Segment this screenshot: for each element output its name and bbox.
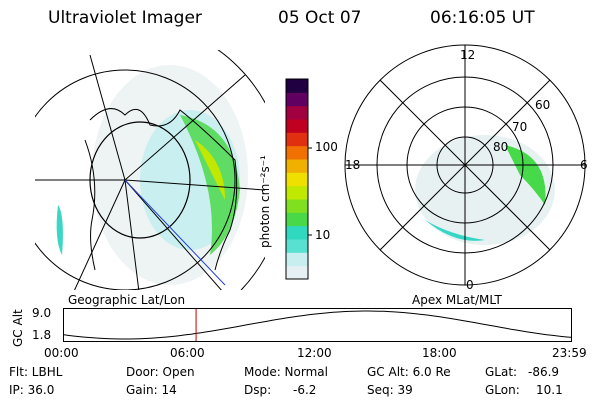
timeline-xtick-0000: 00:00: [44, 346, 79, 360]
mlt-label-12: 12: [460, 48, 476, 62]
colorbar-segment: [286, 145, 308, 160]
colorbar-segment: [286, 225, 308, 240]
timeline-xtick-1800: 18:00: [422, 346, 457, 360]
lat-label-60: 60: [535, 98, 551, 112]
lat-label-70: 70: [512, 120, 528, 134]
app-title: Ultraviolet Imager: [48, 8, 202, 28]
left-panel-caption: Geographic Lat/Lon: [68, 293, 186, 307]
aurora-oval-bright: [505, 145, 546, 205]
timeline-xtick-2359: 23:59: [552, 346, 587, 360]
timeline-xtick-0600: 06:00: [170, 346, 205, 360]
timeline-axis-title: GC Alt: [11, 309, 25, 347]
right-panel-caption: Apex MLat/MLT: [412, 293, 502, 307]
aurora-arc: [425, 220, 485, 241]
colorbar-segment: [286, 239, 308, 253]
glat-value: -86.9: [528, 365, 560, 379]
dsp-label: Dsp:: [244, 383, 272, 397]
mlt-label-6: 6: [580, 158, 588, 172]
mlt-label-0: 0: [466, 278, 474, 292]
seq-info: Seq: 39: [367, 383, 413, 397]
glon-value: 10.1: [536, 383, 563, 397]
glon-label: GLon:: [485, 383, 520, 397]
colorbar-segment: [286, 199, 308, 213]
colorbar-segment: [286, 132, 308, 147]
timeline-ytick-min: 1.8: [32, 328, 52, 342]
aurora-patch-left: [56, 205, 63, 255]
colorbar-segment: [286, 265, 308, 280]
meridian: [124, 179, 222, 290]
mlt-line-diag: [379, 79, 551, 251]
geographic-map: [35, 50, 265, 290]
altitude-timeline: [63, 308, 573, 342]
coastline-west: [84, 139, 96, 271]
colorbar-segment: [286, 159, 308, 173]
colorbar-segment: [286, 172, 308, 187]
polar-plot: [344, 44, 586, 286]
mlt-label-18: 18: [345, 158, 361, 172]
glat-label: GLat:: [485, 365, 518, 379]
colorbar-segment: [286, 185, 308, 200]
timeline-ytick-max: 9.0: [32, 306, 52, 320]
timeline-xtick-1200: 12:00: [297, 346, 332, 360]
mode-info: Mode: Normal: [244, 365, 328, 379]
colorbar-tick-10: 10: [315, 228, 331, 242]
lat-circle-outer: [35, 69, 236, 290]
altitude-curve: [63, 310, 573, 340]
colorbar-segment: [286, 105, 308, 120]
meridian: [124, 179, 140, 290]
meridian: [124, 74, 246, 181]
colorbar-segment: [286, 92, 308, 107]
colorbar-tick-100: 100: [315, 140, 338, 154]
gc-alt-info: GC Alt: 6.0 Re: [367, 365, 451, 379]
meridian: [74, 179, 126, 290]
observation-date: 05 Oct 07: [278, 8, 362, 28]
colorbar: [285, 78, 312, 280]
coastline: [89, 108, 238, 271]
colorbar-segment: [286, 212, 308, 227]
filter-info: Flt: LBHL: [9, 365, 63, 379]
satellite-track: [124, 179, 226, 286]
aurora-peak: [195, 140, 225, 200]
colorbar-label: photon cm⁻²s⁻¹: [258, 155, 272, 248]
lat-label-80: 80: [493, 140, 509, 154]
dsp-value: -6.2: [293, 383, 317, 397]
door-info: Door: Open: [126, 365, 195, 379]
observation-time: 06:16:05 UT: [430, 8, 535, 28]
gain-info: Gain: 14: [126, 383, 177, 397]
colorbar-segment: [286, 252, 308, 267]
colorbar-segment: [286, 79, 308, 93]
meridian: [124, 179, 265, 191]
ip-info: IP: 36.0: [9, 383, 55, 397]
meridian: [89, 54, 126, 181]
colorbar-segment: [286, 119, 308, 133]
